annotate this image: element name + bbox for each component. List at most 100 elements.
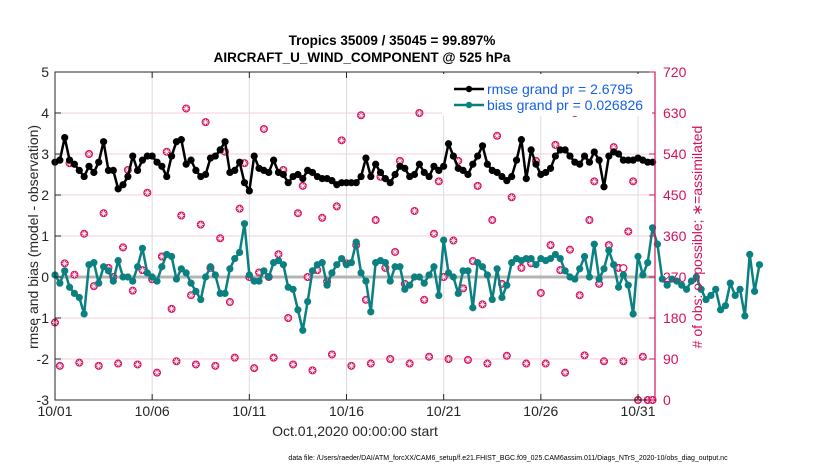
- obs-assimilated-marker: [371, 216, 380, 225]
- rmse-point: [420, 168, 428, 177]
- bias-point: [279, 261, 287, 269]
- rmse-point: [585, 158, 594, 166]
- obs-marker-star: [426, 354, 432, 360]
- bias-point: [619, 271, 628, 279]
- rmse-point: [148, 152, 156, 160]
- obs-assimilated-marker: [619, 357, 628, 366]
- bias-point: [133, 263, 142, 271]
- bias-point: [493, 265, 501, 273]
- obs-assimilated-marker: [128, 286, 137, 295]
- obs-marker-star: [261, 126, 267, 132]
- left-tick-label: 1: [41, 228, 49, 244]
- bias-point: [226, 265, 234, 273]
- bias-point: [114, 257, 122, 265]
- obs-marker-star: [519, 265, 524, 271]
- obs-assimilated-marker: [133, 360, 142, 369]
- rmse-point: [56, 156, 64, 164]
- legend-rmse-marker: [465, 85, 473, 93]
- left-y-axis-ticks: -3 -2 -1 0 1 2 3 4 5: [37, 64, 61, 408]
- obs-marker-star: [577, 292, 583, 298]
- rmse-point: [90, 168, 98, 177]
- obs-assimilated-marker: [459, 284, 468, 293]
- obs-assimilated-marker: [80, 229, 89, 238]
- bias-point: [610, 261, 618, 269]
- bias-point: [464, 267, 472, 275]
- bias-point: [323, 281, 331, 289]
- obs-assimilated-marker: [599, 357, 608, 366]
- left-tick-label: -3: [37, 392, 50, 408]
- obs-marker-star: [91, 283, 97, 289]
- rmse-point: [187, 156, 195, 164]
- bias-point: [401, 285, 409, 293]
- obs-marker-star: [601, 358, 607, 364]
- bias-point: [435, 291, 443, 300]
- rmse-point: [508, 172, 516, 181]
- rmse-point: [202, 170, 210, 179]
- rmse-point: [163, 172, 171, 181]
- rmse-point: [167, 152, 176, 160]
- rmse-point: [376, 168, 385, 177]
- obs-marker-star: [470, 258, 476, 264]
- obs-assimilated-marker: [75, 358, 84, 367]
- obs-marker-star: [591, 178, 597, 184]
- bias-point: [658, 275, 666, 283]
- x-tick-label: 10/21: [426, 403, 461, 419]
- x-tick-label: 10/06: [135, 403, 170, 419]
- obs-assimilated-marker: [420, 295, 429, 304]
- obs-assimilated-marker: [541, 359, 550, 368]
- rmse-point: [265, 168, 273, 177]
- bias-point: [629, 310, 637, 318]
- bias-point: [386, 277, 394, 285]
- rmse-point: [216, 146, 224, 154]
- rmse-point: [294, 170, 302, 179]
- obs-assimilated-marker: [565, 245, 574, 254]
- obs-assimilated-marker: [94, 361, 103, 370]
- obs-marker-star: [96, 363, 102, 369]
- rmse-point: [352, 179, 360, 187]
- rmse-point: [474, 152, 482, 160]
- obs-assimilated-marker: [517, 263, 526, 272]
- left-tick-label: 0: [41, 269, 49, 285]
- rmse-point: [498, 172, 506, 181]
- bias-point: [104, 267, 113, 275]
- rmse-point: [483, 160, 491, 168]
- bias-point: [182, 269, 190, 277]
- left-tick-label: -2: [37, 351, 50, 367]
- obs-marker-star: [480, 301, 485, 307]
- obs-assimilated-marker: [624, 227, 633, 236]
- rmse-point: [75, 166, 83, 174]
- bias-point: [308, 267, 317, 275]
- obs-assimilated-marker: [298, 181, 307, 190]
- rmse-point: [95, 158, 103, 166]
- bias-point: [449, 273, 457, 281]
- obs-marker-star: [630, 178, 636, 184]
- bias-point: [158, 263, 166, 271]
- bias-point: [255, 277, 263, 285]
- rmse-series: [51, 134, 657, 195]
- chart-title: Tropics 35009 / 35045 = 99.897%: [289, 33, 496, 48]
- obs-marker-star: [130, 288, 136, 294]
- x-axis-ticks: 10/01 10/06 10/11 10/16 10/21 10/26 10/31: [37, 72, 656, 419]
- bias-point: [109, 277, 117, 285]
- bias-point: [352, 238, 360, 246]
- right-tick-label: 450: [663, 187, 687, 203]
- rmse-point: [580, 152, 589, 160]
- obs-assimilated-marker: [410, 206, 419, 215]
- obs-marker-star: [582, 352, 587, 358]
- bias-point: [440, 236, 448, 244]
- bias-point: [192, 287, 200, 295]
- bias-point: [498, 293, 506, 302]
- obs-marker-star: [436, 178, 442, 184]
- obs-assimilated-marker: [318, 213, 327, 222]
- bias-point: [236, 248, 244, 256]
- bias-point: [425, 271, 433, 279]
- rmse-point: [182, 160, 190, 168]
- rmse-point: [236, 158, 244, 166]
- obs-marker-star: [310, 368, 315, 373]
- obs-marker-star: [193, 362, 199, 367]
- obs-assimilated-marker: [153, 368, 162, 377]
- obs-marker-star: [567, 247, 573, 253]
- obs-marker-star: [412, 208, 417, 214]
- obs-marker-star: [441, 274, 447, 280]
- y-axis-label-left: rmse and bias (model - observation): [25, 125, 41, 349]
